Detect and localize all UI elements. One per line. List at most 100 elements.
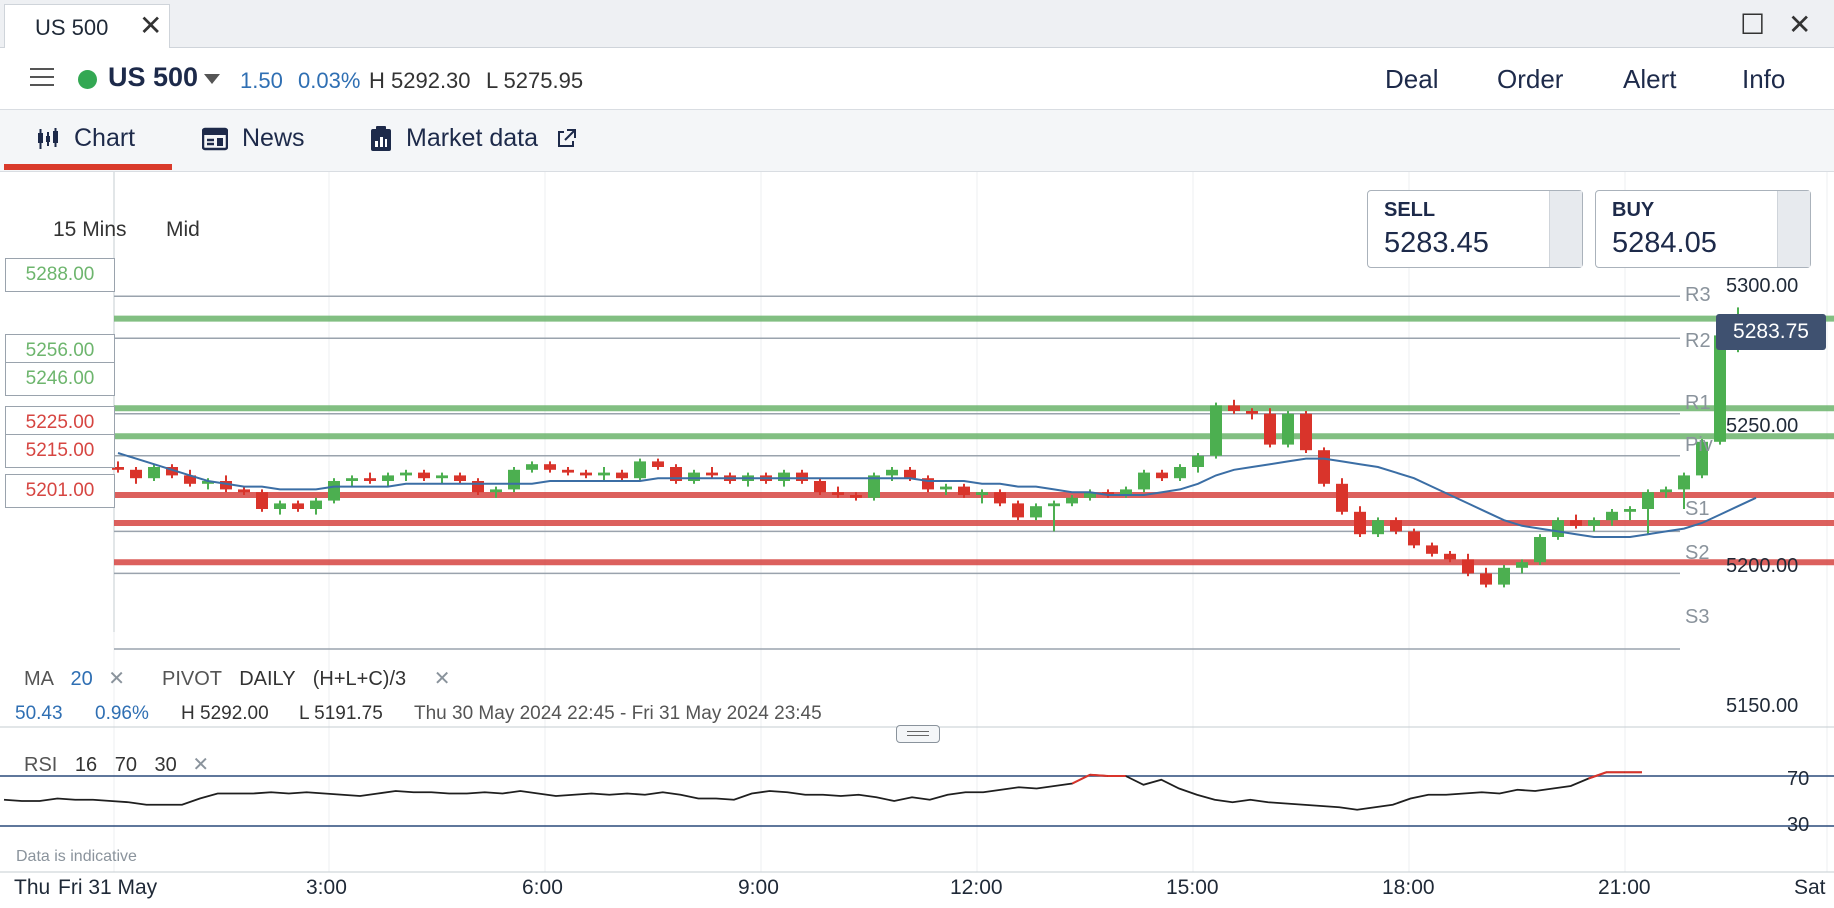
external-link-icon bbox=[557, 129, 576, 148]
rsi-upper: 70 bbox=[114, 754, 137, 776]
chevron-down-icon[interactable] bbox=[204, 74, 220, 84]
price-chart[interactable] bbox=[0, 172, 1834, 908]
level-label[interactable]: 5256.00 bbox=[5, 334, 115, 368]
window-close-icon[interactable]: ✕ bbox=[1788, 9, 1812, 40]
pivot-label: S3 bbox=[1685, 606, 1710, 628]
tab-market-data[interactable]: Market data bbox=[370, 124, 577, 153]
pivot-label: S2 bbox=[1685, 542, 1710, 564]
day-low: L 5275.95 bbox=[486, 68, 584, 93]
candle-body bbox=[1570, 520, 1582, 526]
candle-body bbox=[1318, 450, 1330, 484]
candle-body bbox=[868, 475, 880, 498]
buy-button[interactable]: BUY 5284.05 bbox=[1595, 190, 1811, 268]
candle-body bbox=[472, 481, 484, 493]
order-button[interactable]: Order bbox=[1497, 64, 1564, 94]
sell-label: SELL bbox=[1384, 199, 1436, 221]
tab-market-data-label: Market data bbox=[406, 124, 539, 152]
chart-panel[interactable]: 15 Mins Mid SELL 5283.45 BUY 5284.05 528… bbox=[0, 172, 1834, 908]
candle-body bbox=[1246, 411, 1258, 414]
rsi-indicator[interactable]: RSI 16 70 30 ✕ bbox=[24, 752, 209, 777]
candle-body bbox=[1534, 537, 1546, 563]
candle-body bbox=[1120, 489, 1132, 495]
price-type-selector[interactable]: Mid bbox=[166, 218, 200, 241]
candle-body bbox=[1606, 511, 1618, 521]
hamburger-menu-icon[interactable] bbox=[30, 68, 54, 88]
candle-body bbox=[238, 489, 250, 493]
x-axis-tick: 15:00 bbox=[1166, 876, 1219, 899]
window-tab-title: US 500 bbox=[35, 15, 109, 40]
instrument-symbol[interactable]: US 500 bbox=[108, 62, 199, 92]
pivot-formula: (H+L+C)/3 bbox=[312, 668, 407, 690]
level-label[interactable]: 5201.00 bbox=[5, 474, 115, 508]
price-change: 1.50 bbox=[240, 68, 283, 93]
candle-body bbox=[382, 475, 394, 481]
range-low: L 5191.75 bbox=[299, 703, 383, 724]
candle-body bbox=[1696, 441, 1708, 476]
window-tab-us500[interactable]: US 500 ✕ bbox=[4, 4, 170, 48]
maximize-icon[interactable]: ☐ bbox=[1740, 9, 1766, 40]
interval-selector[interactable]: 15 Mins bbox=[53, 218, 127, 241]
candle-body bbox=[544, 464, 556, 470]
x-axis-tick: 12:00 bbox=[950, 876, 1003, 899]
candle-body bbox=[1462, 559, 1474, 574]
candle-body bbox=[256, 492, 268, 509]
x-axis-tick: Fri 31 May bbox=[58, 876, 158, 900]
pivot-indicator[interactable]: PIVOT DAILY (H+L+C)/3 ✕ bbox=[162, 666, 450, 691]
market-status-dot bbox=[78, 70, 97, 89]
candle-body bbox=[1048, 503, 1060, 507]
alert-button[interactable]: Alert bbox=[1623, 64, 1677, 94]
pivot-label: R1 bbox=[1685, 392, 1711, 414]
pivot-label: R2 bbox=[1685, 330, 1711, 352]
level-label[interactable]: 5288.00 bbox=[5, 258, 115, 292]
remove-ma-icon[interactable]: ✕ bbox=[108, 668, 126, 690]
candle-body bbox=[994, 492, 1006, 504]
candle-body bbox=[904, 469, 916, 479]
candle-body bbox=[274, 503, 286, 509]
candle-body bbox=[634, 461, 646, 479]
remove-rsi-icon[interactable]: ✕ bbox=[192, 754, 210, 776]
rsi-label: RSI bbox=[24, 754, 58, 776]
pivot-label: S1 bbox=[1685, 498, 1710, 520]
rsi-line bbox=[3, 771, 1642, 811]
candle-body bbox=[1516, 562, 1528, 568]
range-change-percent: 0.96% bbox=[95, 703, 149, 724]
sell-button[interactable]: SELL 5283.45 bbox=[1367, 190, 1583, 268]
candle-body bbox=[814, 481, 826, 493]
x-axis-tick: 6:00 bbox=[522, 876, 563, 899]
candle-body bbox=[1714, 335, 1726, 442]
rsi-overbought-segment bbox=[1071, 773, 1091, 785]
candle-body bbox=[436, 475, 448, 479]
tab-news-label: News bbox=[242, 124, 305, 152]
ma-label: MA bbox=[24, 668, 53, 690]
candle-body bbox=[598, 472, 610, 476]
tab-chart[interactable]: Chart bbox=[36, 124, 135, 153]
buy-label: BUY bbox=[1612, 199, 1655, 221]
close-icon[interactable]: ✕ bbox=[139, 10, 163, 41]
candle-body bbox=[328, 481, 340, 501]
candle-body bbox=[310, 500, 322, 509]
candle-body bbox=[1552, 520, 1564, 537]
y-axis-tick: 5250.00 bbox=[1726, 415, 1799, 437]
pivot-type: DAILY bbox=[239, 668, 296, 690]
moving-average-line bbox=[117, 452, 1757, 538]
level-label[interactable]: 5215.00 bbox=[5, 434, 115, 468]
candle-body bbox=[1588, 520, 1600, 526]
info-button[interactable]: Info bbox=[1742, 64, 1786, 94]
pane-resize-handle[interactable] bbox=[896, 725, 940, 743]
candle-body bbox=[1642, 492, 1654, 509]
candle-body bbox=[832, 492, 844, 495]
candle-body bbox=[292, 503, 304, 509]
newspaper-icon bbox=[202, 128, 228, 151]
remove-pivot-icon[interactable]: ✕ bbox=[433, 668, 451, 690]
candle-body bbox=[1192, 455, 1204, 467]
candle-body bbox=[1372, 520, 1384, 535]
candle-body bbox=[562, 469, 574, 473]
candle-body bbox=[184, 475, 196, 484]
candle-body bbox=[1012, 503, 1024, 518]
level-label[interactable]: 5246.00 bbox=[5, 362, 115, 396]
ma-indicator[interactable]: MA 20 ✕ bbox=[24, 666, 125, 691]
candlestick-icon bbox=[38, 128, 58, 150]
candle-body bbox=[1480, 573, 1492, 585]
tab-news[interactable]: News bbox=[202, 124, 305, 153]
deal-button[interactable]: Deal bbox=[1385, 64, 1439, 94]
